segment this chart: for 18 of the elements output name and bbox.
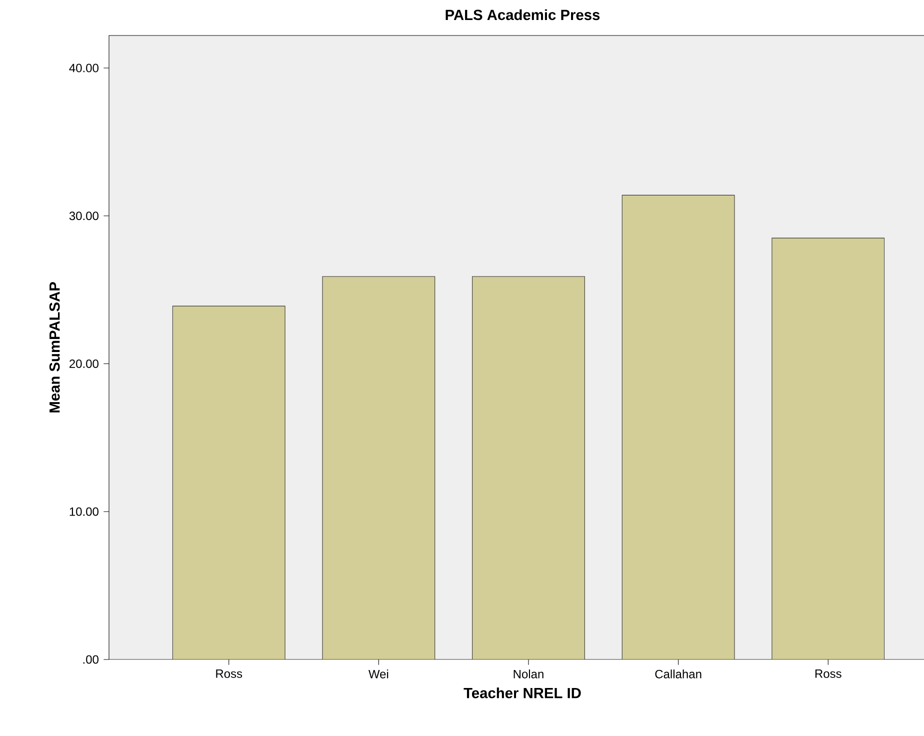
y-axis-title: Mean SumPALSAP [49, 282, 60, 412]
chart-title: PALS Academic Press [446, 9, 600, 20]
bar [172, 306, 286, 660]
y-tick-label: 30.00 [69, 212, 98, 220]
bar [322, 276, 435, 660]
y-tick-label: 20.00 [70, 359, 98, 368]
bar [472, 276, 585, 660]
bar [622, 194, 735, 660]
y-tick-label: .00 [83, 655, 98, 664]
bar [772, 238, 885, 660]
x-axis-title: Teacher NREL ID [464, 687, 581, 698]
x-tick-label: Nolan [514, 670, 544, 678]
y-tick-label: 10.00 [70, 507, 98, 516]
x-tick-label: Ross [815, 670, 842, 678]
x-tick-label: Ross [216, 670, 242, 678]
x-tick-label: Callahan [655, 670, 702, 678]
y-tick-label: 40.00 [69, 64, 98, 72]
x-tick-label: Wei [368, 670, 388, 678]
